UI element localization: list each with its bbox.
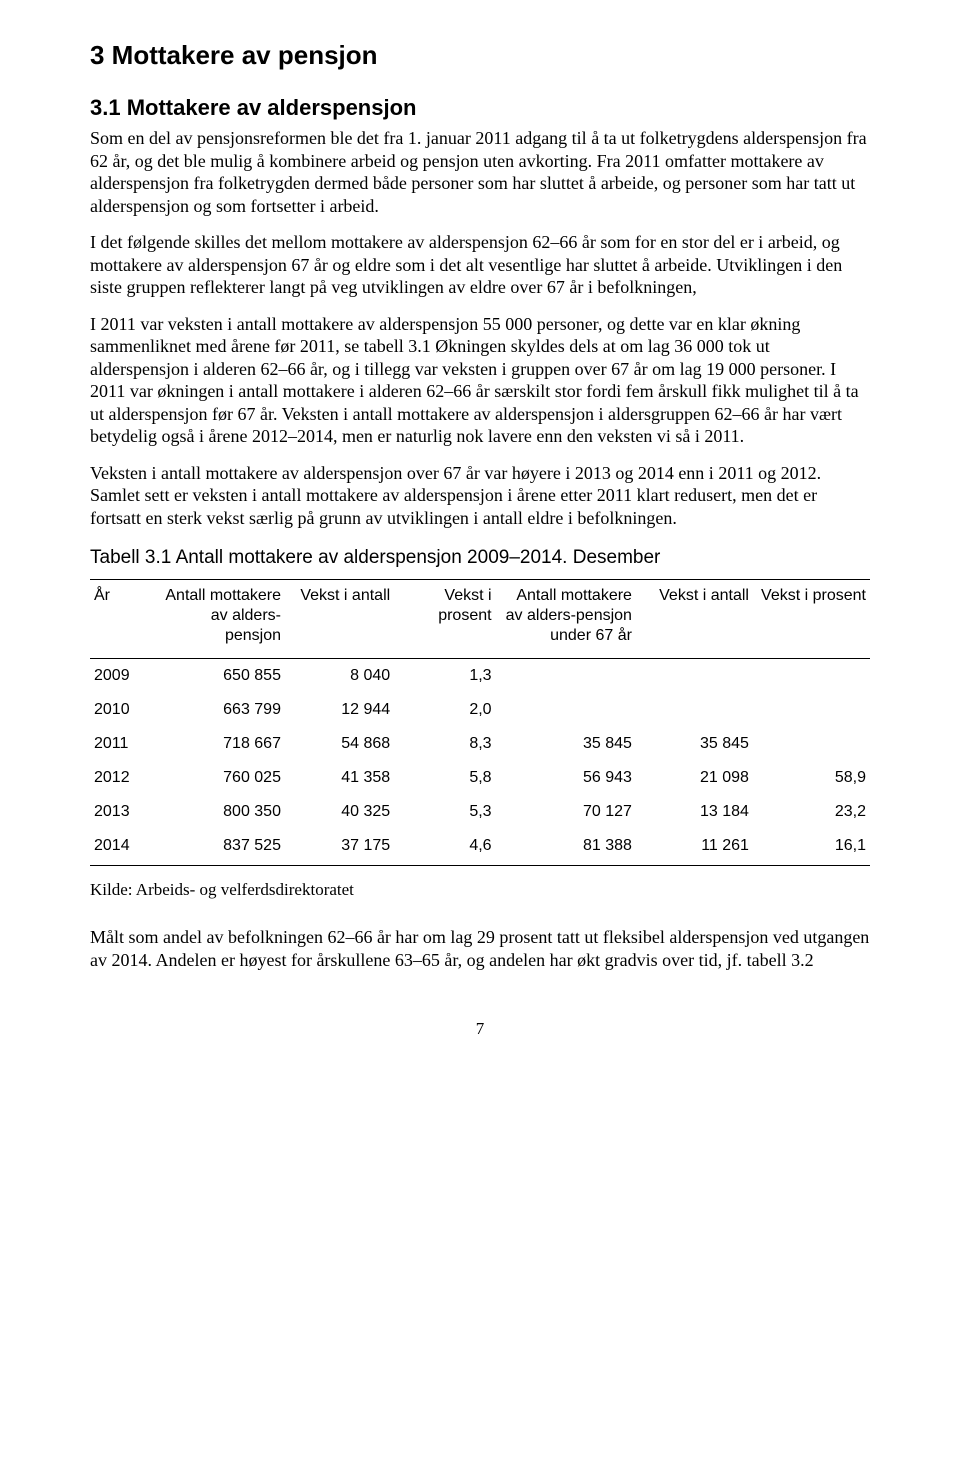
table-row: 2014 837 525 37 175 4,6 81 388 11 261 16… <box>90 829 870 866</box>
body-paragraph: Veksten i antall mottakere av alderspens… <box>90 462 870 530</box>
body-paragraph: I det følgende skilles det mellom mottak… <box>90 231 870 299</box>
table-cell: 41 358 <box>285 761 394 795</box>
table-header-cell: Vekst i antall <box>636 580 753 659</box>
data-table: År Antall mottakere av alders-pensjon Ve… <box>90 579 870 866</box>
table-row: 2011 718 667 54 868 8,3 35 845 35 845 <box>90 727 870 761</box>
table-cell: 2012 <box>90 761 160 795</box>
table-cell: 8 040 <box>285 659 394 694</box>
table-cell: 800 350 <box>160 795 285 829</box>
table-row: 2010 663 799 12 944 2,0 <box>90 693 870 727</box>
table-cell: 40 325 <box>285 795 394 829</box>
table-cell: 8,3 <box>394 727 495 761</box>
table-cell <box>636 693 753 727</box>
table-cell: 2009 <box>90 659 160 694</box>
table-cell: 718 667 <box>160 727 285 761</box>
table-cell: 35 845 <box>496 727 636 761</box>
body-paragraph: Som en del av pensjonsreformen ble det f… <box>90 127 870 217</box>
table-cell: 4,6 <box>394 829 495 866</box>
table-cell: 5,3 <box>394 795 495 829</box>
table-header-cell: Vekst i prosent <box>394 580 495 659</box>
table-row: 2013 800 350 40 325 5,3 70 127 13 184 23… <box>90 795 870 829</box>
table-cell: 5,8 <box>394 761 495 795</box>
table-cell: 11 261 <box>636 829 753 866</box>
table-cell: 23,2 <box>753 795 870 829</box>
table-header-cell: Antall mottakere av alders-pensjon under… <box>496 580 636 659</box>
table-header-cell: Vekst i antall <box>285 580 394 659</box>
table-cell: 81 388 <box>496 829 636 866</box>
table-cell <box>496 693 636 727</box>
table-cell: 35 845 <box>636 727 753 761</box>
table-cell: 1,3 <box>394 659 495 694</box>
body-paragraph: I 2011 var veksten i antall mottakere av… <box>90 313 870 448</box>
table-cell <box>753 693 870 727</box>
table-cell: 16,1 <box>753 829 870 866</box>
table-cell: 12 944 <box>285 693 394 727</box>
table-cell: 13 184 <box>636 795 753 829</box>
table-cell <box>753 659 870 694</box>
subsection-heading: 3.1 Mottakere av alderspensjon <box>90 95 870 121</box>
table-cell: 760 025 <box>160 761 285 795</box>
section-heading: 3 Mottakere av pensjon <box>90 40 870 71</box>
table-cell: 21 098 <box>636 761 753 795</box>
table-header-cell: Antall mottakere av alders-pensjon <box>160 580 285 659</box>
table-title: Tabell 3.1 Antall mottakere av alderspen… <box>90 547 870 569</box>
body-paragraph: Målt som andel av befolkningen 62–66 år … <box>90 926 870 971</box>
table-cell: 2014 <box>90 829 160 866</box>
table-cell: 650 855 <box>160 659 285 694</box>
table-cell <box>496 659 636 694</box>
table-cell: 70 127 <box>496 795 636 829</box>
table-cell <box>753 727 870 761</box>
table-cell: 837 525 <box>160 829 285 866</box>
table-cell: 56 943 <box>496 761 636 795</box>
table-header-row: År Antall mottakere av alders-pensjon Ve… <box>90 580 870 659</box>
table-cell: 2010 <box>90 693 160 727</box>
table-row: 2009 650 855 8 040 1,3 <box>90 659 870 694</box>
table-cell: 58,9 <box>753 761 870 795</box>
table-cell: 2011 <box>90 727 160 761</box>
table-cell <box>636 659 753 694</box>
page-number: 7 <box>90 1019 870 1039</box>
table-header-cell: Vekst i prosent <box>753 580 870 659</box>
table-cell: 2013 <box>90 795 160 829</box>
table-row: 2012 760 025 41 358 5,8 56 943 21 098 58… <box>90 761 870 795</box>
table-cell: 663 799 <box>160 693 285 727</box>
table-cell: 2,0 <box>394 693 495 727</box>
table-header-cell: År <box>90 580 160 659</box>
table-cell: 37 175 <box>285 829 394 866</box>
table-source: Kilde: Arbeids- og velferdsdirektoratet <box>90 880 870 900</box>
table-cell: 54 868 <box>285 727 394 761</box>
